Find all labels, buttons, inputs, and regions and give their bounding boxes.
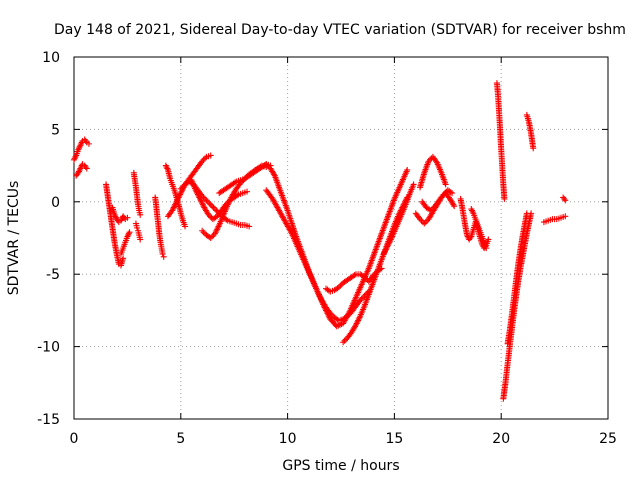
x-axis-label: GPS time / hours <box>282 458 399 474</box>
plot-frame <box>74 57 608 419</box>
data-point-fill <box>423 219 429 225</box>
y-tick-label: -10 <box>37 340 60 356</box>
series-arc-3 <box>103 181 126 268</box>
x-tick-label: 20 <box>492 431 510 447</box>
chart-title: Day 148 of 2021, Sidereal Day-to-day VTE… <box>54 22 626 38</box>
sdtvar-chart: Day 148 of 2021, Sidereal Day-to-day VTE… <box>0 0 640 480</box>
data-point <box>199 228 205 234</box>
x-tick-label: 0 <box>70 431 79 447</box>
data-point <box>340 339 346 345</box>
x-tick-label: 10 <box>279 431 297 447</box>
data-point-fill <box>205 199 211 205</box>
series-arc-30 <box>560 194 568 203</box>
data-point <box>208 202 214 208</box>
data-point-fill <box>201 229 207 235</box>
x-tick-label: 5 <box>176 431 185 447</box>
data-point-fill <box>342 338 348 344</box>
x-tick-label: 15 <box>385 431 403 447</box>
series-arc-8 <box>152 194 167 259</box>
series-arc-20 <box>417 154 449 190</box>
data-point-fill <box>470 209 476 215</box>
data-point-fill <box>83 138 89 144</box>
series-arc-5 <box>118 229 133 257</box>
x-tick-label: 25 <box>599 431 617 447</box>
series-arc-25 <box>494 80 507 202</box>
series-arc-9 <box>163 163 188 230</box>
series-arc-29 <box>541 213 568 225</box>
data-point-fill <box>209 203 215 209</box>
series-arc-2 <box>73 161 90 179</box>
y-tick-label: -5 <box>46 267 60 283</box>
data-point-fill <box>125 232 131 238</box>
series-arc-7 <box>133 221 143 243</box>
series-arc-22 <box>413 190 457 226</box>
data-point-fill <box>72 154 78 160</box>
data-point <box>161 254 167 260</box>
data-point <box>212 206 218 212</box>
data-point-fill <box>265 163 271 169</box>
y-tick-label: 10 <box>42 50 60 66</box>
series-arc-4 <box>109 205 130 225</box>
data-point-fill <box>211 205 217 211</box>
y-tick-label: 5 <box>51 122 60 138</box>
series-arc-24 <box>468 206 489 251</box>
data-points <box>71 80 568 402</box>
series-arc-6 <box>131 170 143 218</box>
series-arc-28 <box>524 112 536 151</box>
data-point <box>203 197 209 203</box>
grid-lines <box>74 57 608 419</box>
data-point-fill <box>83 164 89 170</box>
data-point <box>421 221 427 227</box>
y-axis-label: SDTVAR / TECUs <box>6 181 22 296</box>
data-point-fill <box>561 196 567 202</box>
y-tick-label: 0 <box>51 195 60 211</box>
series-arc-26 <box>500 210 534 401</box>
y-tick-label: -15 <box>37 412 60 428</box>
data-point-fill <box>209 234 215 240</box>
series-arc-27 <box>505 210 530 346</box>
data-point-fill <box>206 200 212 206</box>
